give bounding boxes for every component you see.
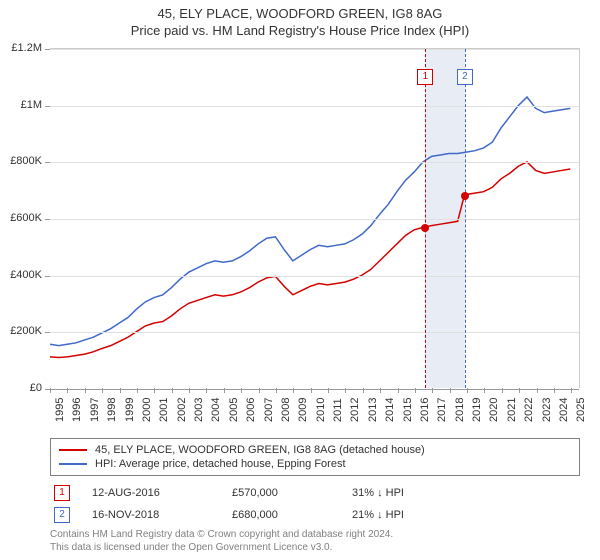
price_paid-line xyxy=(50,162,570,358)
sale-delta: 31% ↓ HPI xyxy=(352,487,472,499)
y-tick-label: £400K xyxy=(10,269,42,281)
x-tick-label: 2002 xyxy=(176,398,188,422)
x-tick-label: 2025 xyxy=(575,398,587,422)
sale-index-box: 1 xyxy=(54,485,70,501)
x-tick-label: 2022 xyxy=(523,398,535,422)
y-tick xyxy=(45,106,50,107)
x-tick-label: 2000 xyxy=(141,398,153,422)
footer-line1: Contains HM Land Registry data © Crown c… xyxy=(50,528,580,541)
footer-line2: This data is licensed under the Open Gov… xyxy=(50,541,580,554)
x-tick-label: 2007 xyxy=(263,398,275,422)
x-tick-label: 2023 xyxy=(541,398,553,422)
sale-marker-box: 2 xyxy=(457,69,473,85)
x-tick-label: 2018 xyxy=(454,398,466,422)
x-tick-label: 1997 xyxy=(89,398,101,422)
y-tick-label: £1.2M xyxy=(11,42,42,54)
x-tick-label: 2005 xyxy=(228,398,240,422)
x-tick-label: 2012 xyxy=(349,398,361,422)
x-tick-label: 2014 xyxy=(384,398,396,422)
title-block: 45, ELY PLACE, WOODFORD GREEN, IG8 8AG P… xyxy=(0,0,600,38)
x-tick-label: 2024 xyxy=(558,398,570,422)
x-tick-label: 2017 xyxy=(436,398,448,422)
legend-label: 45, ELY PLACE, WOODFORD GREEN, IG8 8AG (… xyxy=(95,444,425,456)
sale-point xyxy=(461,192,469,200)
attribution-footer: Contains HM Land Registry data © Crown c… xyxy=(50,528,580,554)
x-tick-label: 2004 xyxy=(210,398,222,422)
sale-price: £570,000 xyxy=(232,487,352,499)
x-tick-label: 1999 xyxy=(124,398,136,422)
legend-item: 45, ELY PLACE, WOODFORD GREEN, IG8 8AG (… xyxy=(59,443,571,457)
x-axis: 1995 1996 1997 1998 1999 2000 2001 2002 2003 2004… xyxy=(50,392,580,432)
gridline xyxy=(50,276,579,277)
title-address: 45, ELY PLACE, WOODFORD GREEN, IG8 8AG xyxy=(0,6,600,21)
legend-label: HPI: Average price, detached house, Eppi… xyxy=(95,458,346,470)
y-tick xyxy=(45,332,50,333)
gridline xyxy=(50,332,579,333)
x-tick-label: 2010 xyxy=(315,398,327,422)
legend: 45, ELY PLACE, WOODFORD GREEN, IG8 8AG (… xyxy=(50,438,580,476)
sale-point xyxy=(421,224,429,232)
x-tick-label: 2011 xyxy=(332,398,344,422)
y-tick-label: £0 xyxy=(30,382,42,394)
x-tick-label: 1996 xyxy=(71,398,83,422)
gridline xyxy=(50,162,579,163)
x-tick-label: 2015 xyxy=(402,398,414,422)
legend-swatch xyxy=(59,463,87,465)
sale-marker-box: 1 xyxy=(417,69,433,85)
y-tick xyxy=(45,49,50,50)
x-tick-label: 2019 xyxy=(471,398,483,422)
legend-item: HPI: Average price, detached house, Eppi… xyxy=(59,457,571,471)
sale-date: 16-NOV-2018 xyxy=(92,509,232,521)
x-tick-label: 2009 xyxy=(297,398,309,422)
x-tick-label: 2008 xyxy=(280,398,292,422)
x-tick-label: 1998 xyxy=(106,398,118,422)
gridline xyxy=(50,219,579,220)
x-tick-label: 2013 xyxy=(367,398,379,422)
x-tick-label: 2021 xyxy=(506,398,518,422)
sales-table: 1 12-AUG-2016£570,00031% ↓ HPI 2 16-NOV-201… xyxy=(50,482,580,526)
y-axis: £0£200K£400K£600K£800K£1M£1.2M xyxy=(0,48,46,388)
y-tick-label: £200K xyxy=(10,325,42,337)
sale-row: 1 12-AUG-2016£570,00031% ↓ HPI xyxy=(50,482,580,504)
x-tick-label: 2003 xyxy=(193,398,205,422)
y-tick-label: £600K xyxy=(10,212,42,224)
y-tick-label: £1M xyxy=(21,99,42,111)
sale-date: 12-AUG-2016 xyxy=(92,487,232,499)
sale-delta: 21% ↓ HPI xyxy=(352,509,472,521)
hpi-line xyxy=(50,97,570,346)
x-baseline xyxy=(50,389,579,390)
gridline xyxy=(50,49,579,50)
x-tick-label: 2001 xyxy=(158,398,170,422)
y-tick-label: £800K xyxy=(10,155,42,167)
sale-price: £680,000 xyxy=(232,509,352,521)
plot-area: 12 xyxy=(50,48,580,388)
chart-container: 45, ELY PLACE, WOODFORD GREEN, IG8 8AG P… xyxy=(0,0,600,560)
y-tick xyxy=(45,162,50,163)
sale-marker-line xyxy=(465,49,466,388)
title-subtitle: Price paid vs. HM Land Registry's House … xyxy=(0,23,600,38)
sale-marker-line xyxy=(425,49,426,388)
x-tick-label: 2020 xyxy=(488,398,500,422)
sale-index-box: 2 xyxy=(54,507,70,523)
sale-row: 2 16-NOV-2018£680,00021% ↓ HPI xyxy=(50,504,580,526)
y-tick xyxy=(45,276,50,277)
legend-swatch xyxy=(59,449,87,451)
x-tick-label: 1995 xyxy=(54,398,66,422)
gridline xyxy=(50,106,579,107)
x-tick-label: 2006 xyxy=(245,398,257,422)
y-tick xyxy=(45,219,50,220)
x-tick-label: 2016 xyxy=(419,398,431,422)
